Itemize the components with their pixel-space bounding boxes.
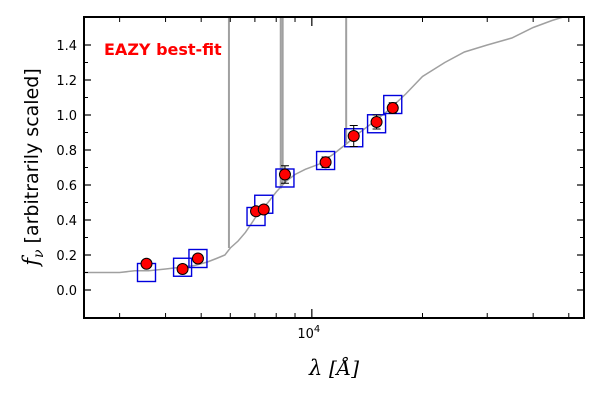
y-tick-label: 0.4 <box>56 214 77 229</box>
annotation-label: EAZY best-fit <box>104 40 222 59</box>
y-axis-label: fν [arbitrarily scaled] <box>19 68 47 268</box>
y-tick-label: 0.2 <box>56 249 77 264</box>
y-axis-symbol: f <box>19 255 43 268</box>
observed-point <box>386 102 399 114</box>
x-tick-labels: 104 <box>297 324 320 342</box>
y-axis-subscript: ν <box>31 249 47 258</box>
observed-point <box>140 257 153 270</box>
observed-point <box>319 156 332 169</box>
y-tick-labels: 0.0 0.2 0.4 0.6 0.8 1.0 1.2 1.4 <box>56 39 77 299</box>
observed-point <box>257 203 270 216</box>
observed-point <box>370 116 383 128</box>
model-photometry-box <box>188 248 208 269</box>
observed-point <box>191 252 204 265</box>
emission-lines <box>227 17 348 248</box>
observed-point <box>278 168 291 181</box>
x-tick-label: 104 <box>297 324 320 342</box>
plot-area <box>84 17 566 283</box>
axis-ticks <box>84 17 584 318</box>
model-photometry-box <box>315 150 336 171</box>
x-axis-symbol: λ <box>308 356 322 380</box>
model-spectrum-line <box>84 17 566 274</box>
y-axis-text: [arbitrarily scaled] <box>21 68 43 243</box>
y-tick-label: 0.8 <box>56 144 77 159</box>
y-tick-label: 1.0 <box>56 109 77 124</box>
y-tick-label: 0.6 <box>56 179 77 194</box>
y-tick-label: 0.0 <box>56 284 77 299</box>
x-axis-label: λ [Å] <box>308 355 359 380</box>
y-tick-label: 1.4 <box>56 39 77 54</box>
observed-point <box>347 130 360 142</box>
x-axis-unit: [Å] <box>329 355 359 380</box>
observed-points <box>140 102 399 275</box>
y-tick-label: 1.2 <box>56 74 77 89</box>
observed-point <box>176 263 189 275</box>
